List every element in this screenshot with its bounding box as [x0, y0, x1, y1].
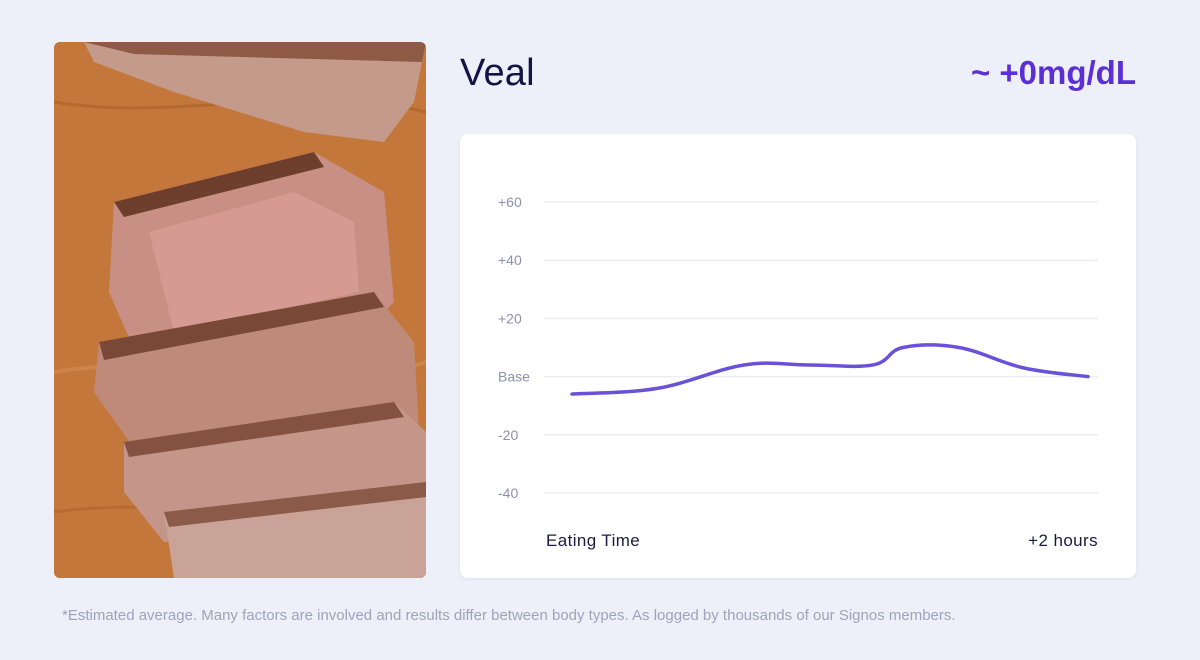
y-tick-label: +20: [498, 310, 522, 326]
food-photo: [54, 42, 426, 578]
footnote: *Estimated average. Many factors are inv…: [62, 607, 956, 624]
y-tick-label: Base: [498, 369, 530, 385]
glucose-chart-card: +60 +40 +20 Base -20 -40 Eating Time +2 hours: [460, 134, 1136, 578]
y-tick-label: -40: [498, 485, 518, 501]
x-label-end: +2 hours: [1028, 531, 1098, 550]
y-tick-label: -20: [498, 427, 518, 443]
grid-lines: [544, 201, 1098, 494]
x-label-start: Eating Time: [546, 531, 641, 550]
glucose-line: [570, 343, 1090, 396]
y-tick-label: +60: [498, 194, 522, 210]
y-tick-labels: +60 +40 +20 Base -20 -40: [498, 194, 530, 501]
y-tick-label: +40: [498, 252, 522, 268]
glucose-chart: +60 +40 +20 Base -20 -40: [498, 194, 1098, 501]
food-name: Veal: [460, 52, 535, 94]
sliced-veal-image: [54, 42, 426, 578]
series-layer: [570, 343, 1090, 396]
glucose-change-value: ~ +0mg/dL: [970, 54, 1136, 91]
